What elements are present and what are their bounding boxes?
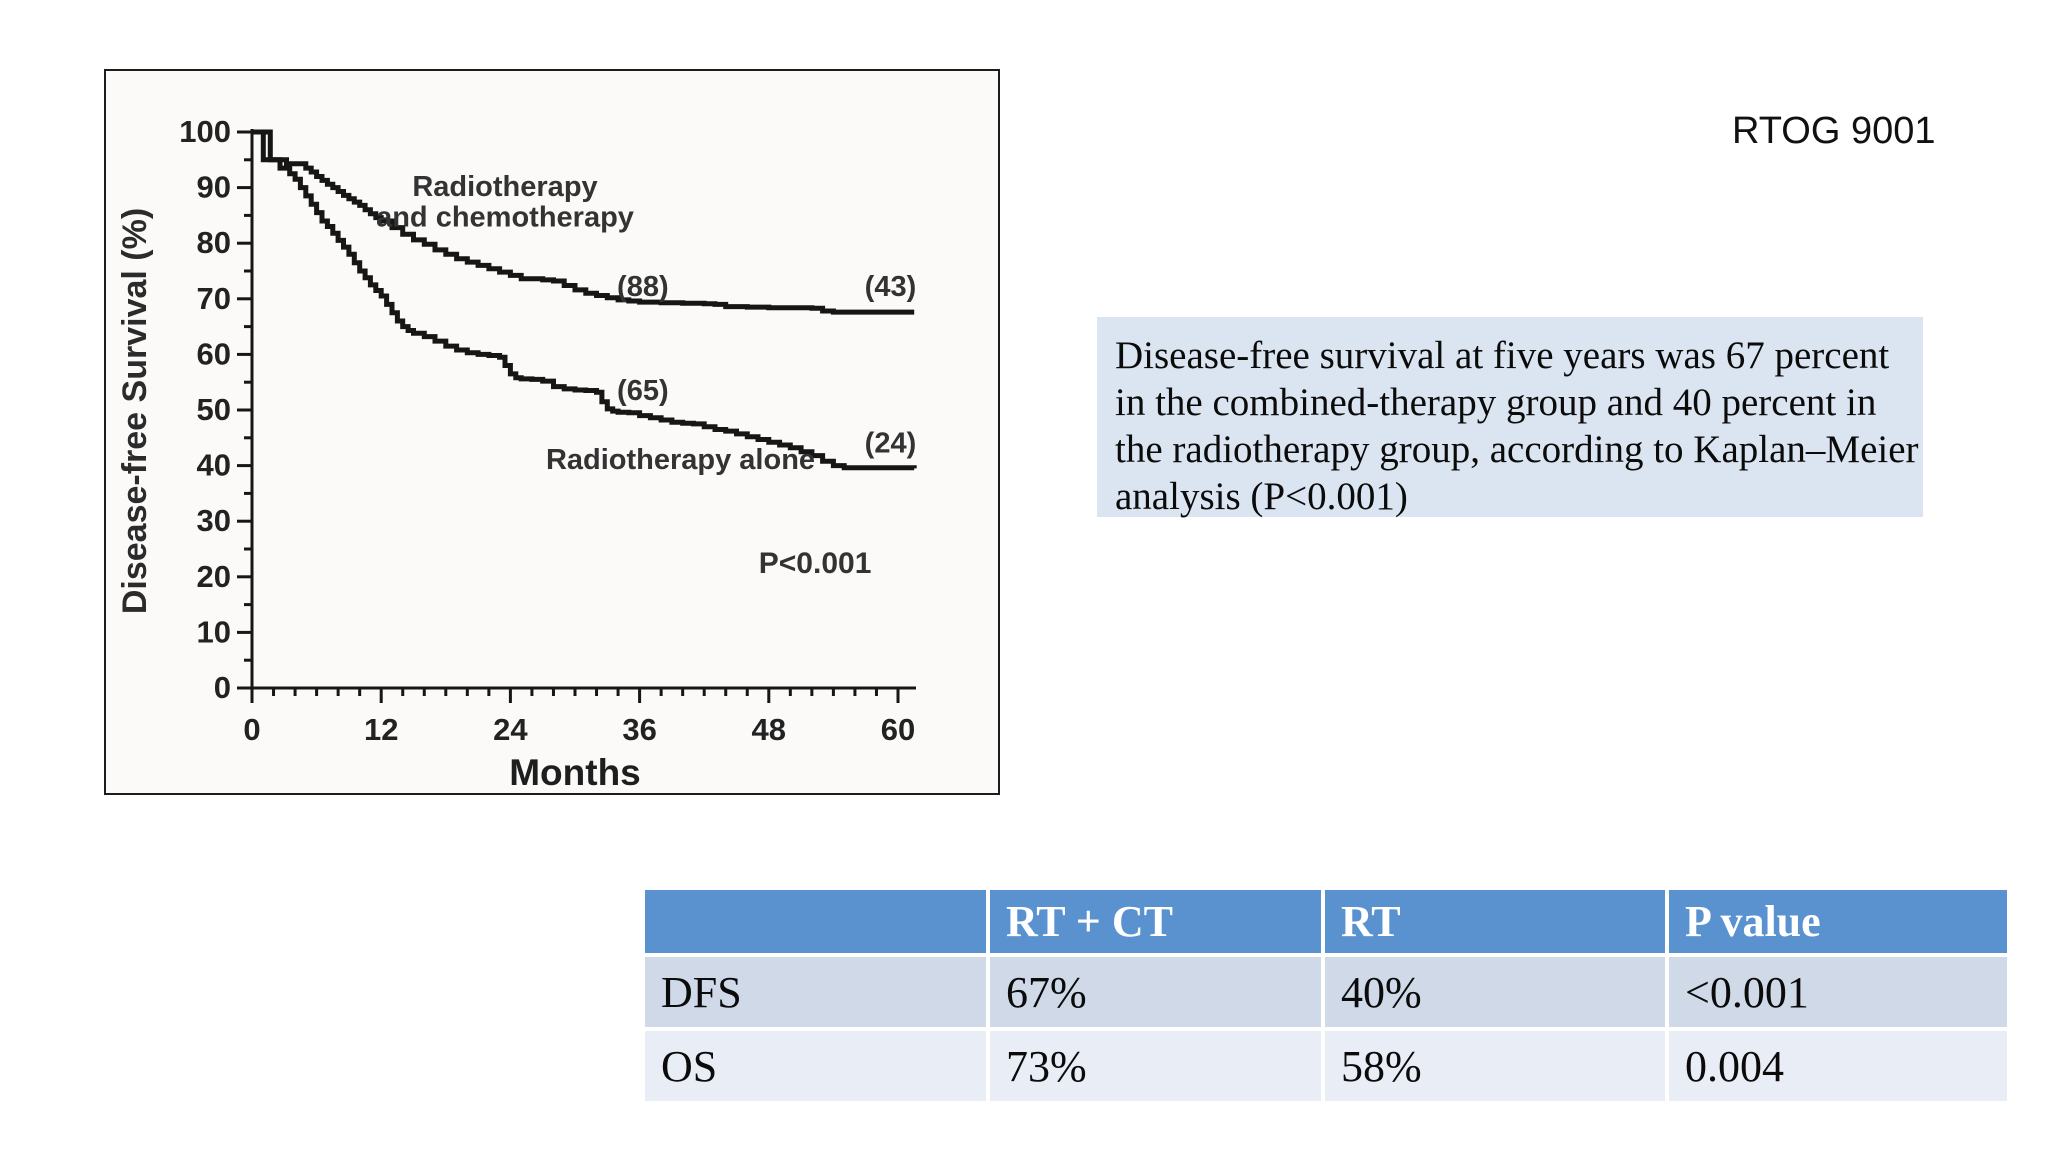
chart-annotation: P<0.001 [759,547,872,580]
km-curve-rt-alone [252,129,917,471]
y-tick-label: 80 [197,225,231,260]
cell-dfs-p: <0.001 [1667,955,2007,1031]
y-tick-label: 50 [197,392,231,427]
y-tick-label: 30 [197,503,231,538]
x-tick-label: 12 [364,712,398,747]
x-tick-label: 36 [622,712,656,747]
chart-annotation: (24) [865,427,917,459]
x-tick-label: 24 [493,712,528,747]
chart-annotation: (43) [865,271,917,303]
x-axis-title: Months [509,752,641,793]
callout-line-2: in the combined-therapy group and 40 per… [1115,381,1877,424]
cell-os-label: OS [645,1029,990,1101]
x-tick-label: 0 [243,712,260,747]
y-tick-label: 0 [214,670,231,705]
table-row-dfs: DFS 67% 40% <0.001 [645,955,2007,1031]
chart-annotation: (65) [617,375,669,407]
cell-os-rt: 58% [1323,1029,1669,1101]
chart-annotation: Radiotherapy alone [546,444,815,476]
callout-line-3: the radiotherapy group, according to Kap… [1115,428,1919,471]
y-tick-label: 90 [197,170,231,205]
cell-dfs-label: DFS [645,955,990,1031]
table-row-os: OS 73% 58% 0.004 [645,1029,2007,1101]
x-tick-label: 60 [881,712,915,747]
chart-annotation: Radiotherapy [412,171,597,203]
y-tick-label: 100 [179,114,231,149]
cell-os-rtct: 73% [988,1029,1325,1101]
x-tick-label: 48 [752,712,786,747]
km-curve-rt-ct [252,129,915,315]
chart-annotation: (88) [617,271,669,303]
y-tick-label: 70 [197,281,231,316]
table-header-row: RT + CT RT P value [645,890,2007,957]
callout-line-4: analysis (P<0.001) [1115,475,1408,518]
callout-line-1: Disease-free survival at five years was … [1115,334,1890,377]
callout-box: Disease-free survival at five years was … [1097,317,1923,518]
header-cell-rt-ct: RT + CT [988,890,1325,957]
y-tick-label: 20 [197,559,231,594]
cell-os-p: 0.004 [1667,1029,2007,1101]
results-table: RT + CT RT P value DFS 67% 40% <0.001 OS… [645,890,2007,1101]
y-tick-label: 10 [197,614,231,649]
cell-dfs-rtct: 67% [988,955,1325,1031]
cell-dfs-rt: 40% [1323,955,1669,1031]
y-tick-label: 60 [197,336,231,371]
km-figure: 0 10 20 30 40 50 60 70 80 90 100 0 12 24 36 48 60 Months D… [104,69,1000,795]
y-axis-title: Disease-free Survival (%) [116,208,154,614]
chart-annotation: and chemotherapy [376,202,634,234]
header-cell-p-value: P value [1667,890,2007,957]
y-tick-label: 40 [197,448,231,483]
header-cell-blank [645,890,990,957]
slide-title: RTOG 9001 [1732,110,1936,152]
header-cell-rt: RT [1323,890,1669,957]
km-chart-svg: 0 10 20 30 40 50 60 70 80 90 100 0 12 24 36 48 60 Months D… [116,114,917,793]
